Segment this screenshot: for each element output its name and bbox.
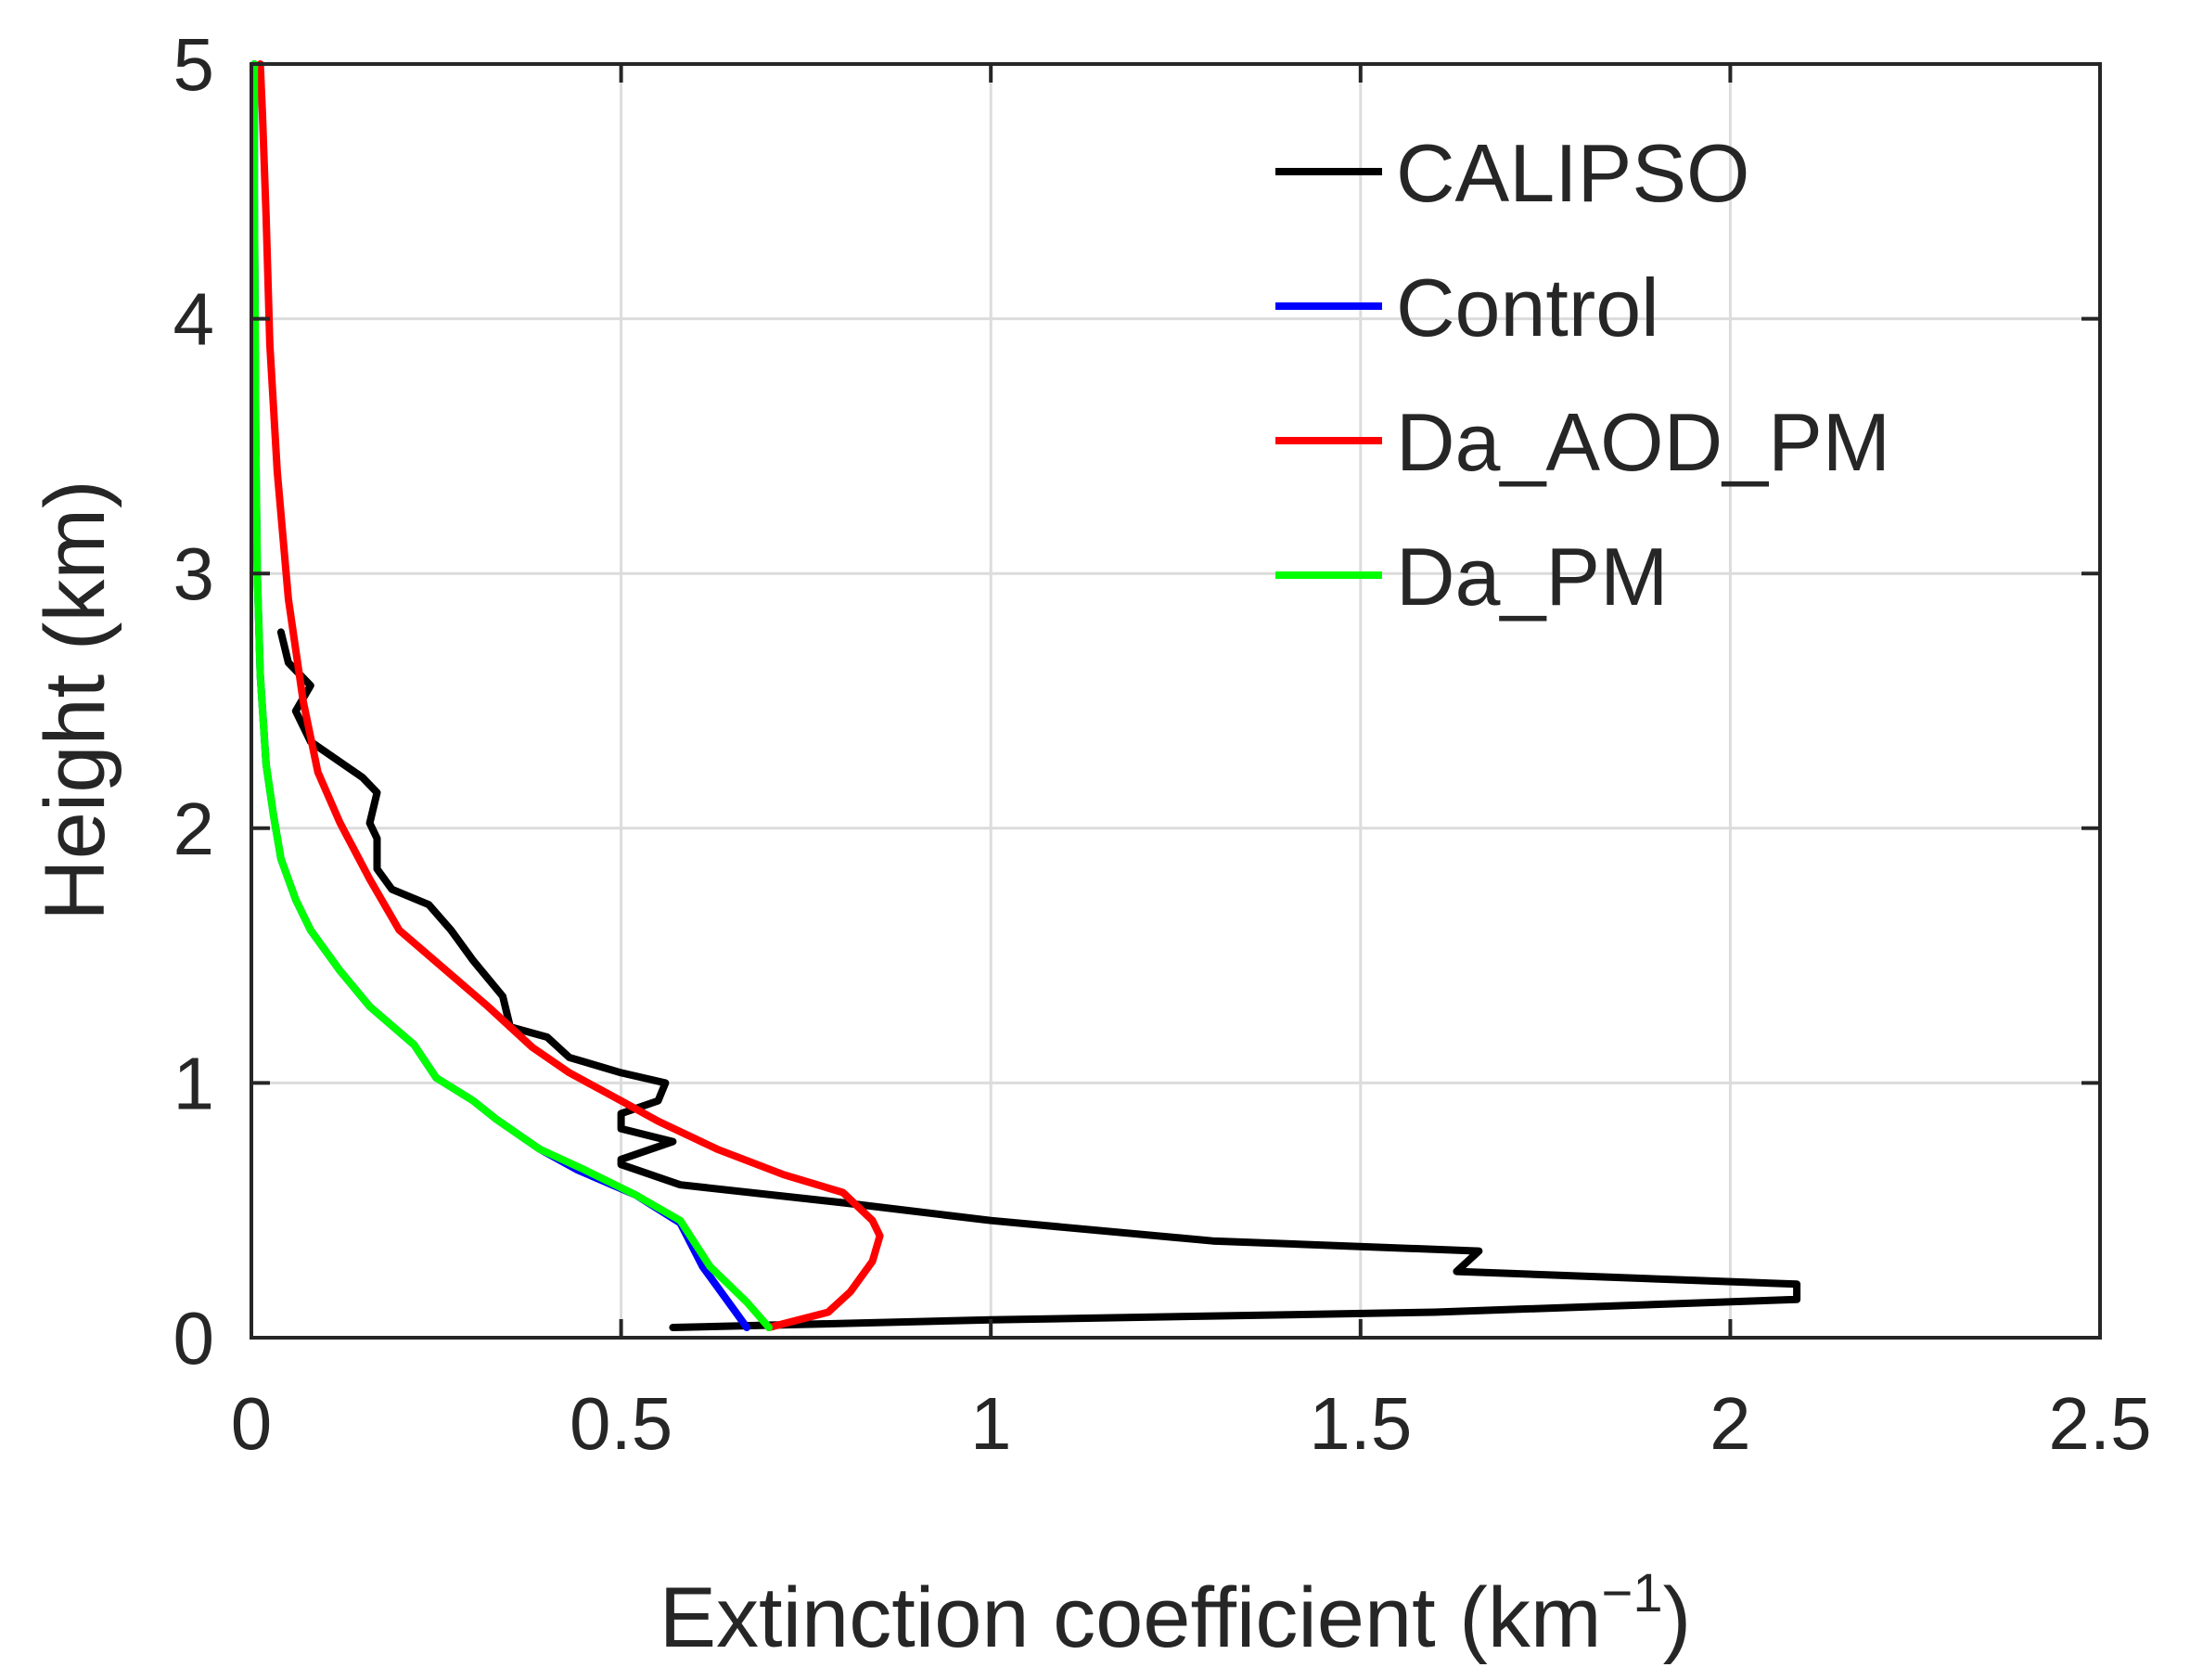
legend-label-da-pm: Da_PM (1396, 531, 1668, 622)
y-tick-label: 2 (173, 788, 215, 870)
x-tick-label: 1 (970, 1382, 1012, 1465)
x-tick-label: 2 (1710, 1382, 1751, 1465)
legend: CALIPSO Control Da_AOD_PM Da_PM (1275, 127, 1890, 622)
series-lines (250, 60, 1801, 1331)
legend-label-control: Control (1396, 262, 1659, 353)
legend-label-da-aod-pm: Da_AOD_PM (1396, 396, 1890, 488)
axis-ticks (250, 62, 2102, 1340)
x-tick-label: 2.5 (2048, 1382, 2151, 1465)
x-tick-labels: 0 0.5 1 1.5 2 2.5 (231, 1382, 2152, 1465)
y-tick-label: 1 (173, 1042, 215, 1124)
x-axis-title: Extinction coefficient (km−1) (660, 1563, 1692, 1665)
y-tick-label: 3 (173, 532, 215, 615)
y-tick-labels: 0 1 2 3 4 5 (173, 23, 215, 1379)
legend-label-calipso: CALIPSO (1396, 127, 1749, 219)
series-line-da-aod-pm (256, 60, 884, 1331)
y-tick-label: 5 (173, 23, 215, 106)
y-tick-label: 4 (173, 278, 215, 361)
series-line-calipso (276, 628, 1801, 1331)
x-tick-label: 0.5 (570, 1382, 672, 1465)
y-tick-label: 0 (173, 1297, 215, 1379)
x-tick-label: 1.5 (1309, 1382, 1412, 1465)
grid-lines (251, 64, 2100, 1338)
y-axis-title: Height (km) (28, 480, 122, 920)
series-line-da-pm (250, 60, 773, 1331)
x-tick-label: 0 (231, 1382, 273, 1465)
plot-frame (250, 62, 2102, 1340)
